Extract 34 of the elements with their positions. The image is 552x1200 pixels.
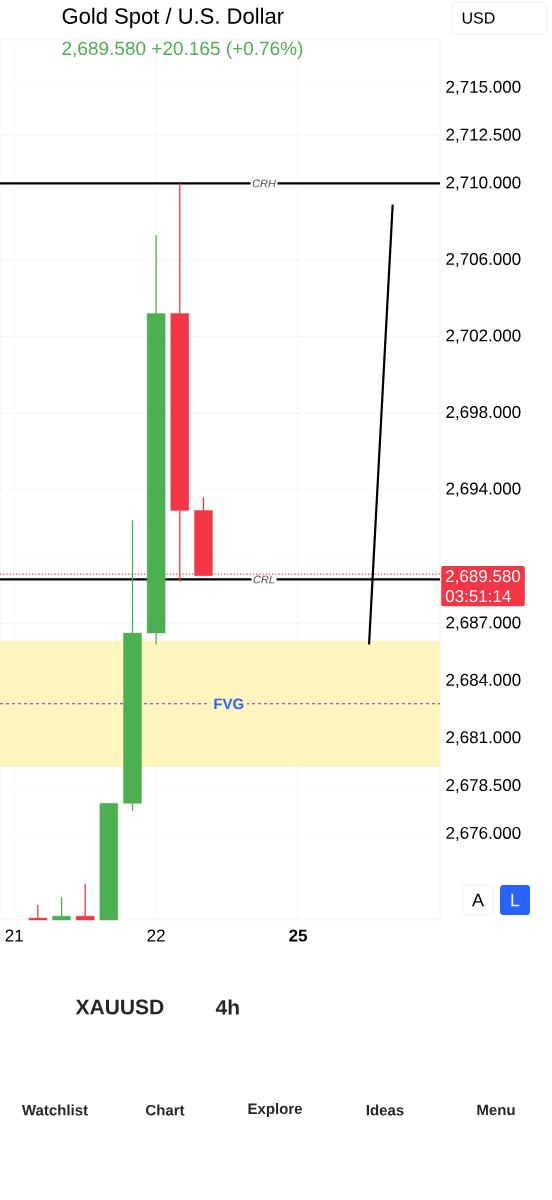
chart-subtitle: 2,689.580 +20.165 (+0.76%) <box>62 41 303 59</box>
x-tick-label: 22 <box>147 929 165 942</box>
y-tick-label: 2,706.000 <box>446 252 521 268</box>
text: Menu <box>477 1104 515 1116</box>
ref-line-label: CRL <box>253 575 275 584</box>
text: A <box>472 893 484 907</box>
text: Chart <box>146 1104 185 1116</box>
text: Explore <box>248 1103 302 1117</box>
y-tick-label: 2,694.000 <box>446 482 521 497</box>
y-tick-label: 2,676.000 <box>446 826 521 841</box>
text: XAUUSD <box>75 999 164 1015</box>
y-tick-label: 2,684.000 <box>446 673 521 688</box>
y-tick-label: 2,712.500 <box>446 128 521 143</box>
y-tick-label: 2,710.000 <box>446 176 521 191</box>
y-tick-label: 2,687.000 <box>446 616 521 631</box>
ref-line-label: CRH <box>252 179 276 188</box>
text: USD <box>462 12 495 24</box>
ref-line-label: FVG <box>214 698 244 710</box>
x-tick-label: 21 <box>5 929 23 942</box>
text: Ideas <box>366 1104 404 1116</box>
y-tick-label: 2,698.000 <box>446 406 521 421</box>
ref-line-label: 2,689.580 <box>446 570 521 585</box>
candlestick <box>75 883 95 921</box>
text: 03:51:14 <box>445 590 511 603</box>
text: L <box>511 893 520 907</box>
y-tick-label: 2,678.500 <box>446 779 521 794</box>
text: 4h <box>215 999 239 1015</box>
candlestick <box>52 896 71 921</box>
x-tick-label: 25 <box>289 929 308 942</box>
y-tick-label: 2,715.000 <box>446 80 521 95</box>
text: Watchlist <box>21 1104 88 1116</box>
chart-title: Gold Spot / U.S. Dollar <box>62 7 284 29</box>
y-tick-label: 2,702.000 <box>446 329 521 344</box>
y-tick-label: 2,681.000 <box>446 731 521 746</box>
